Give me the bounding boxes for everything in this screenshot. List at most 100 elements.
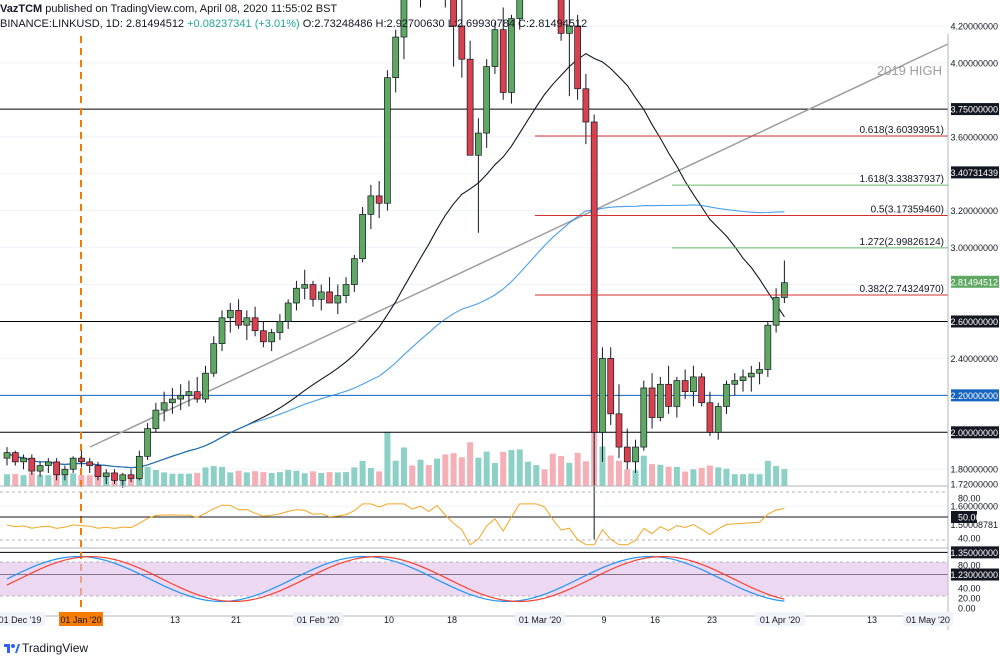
candle-body (640, 387, 648, 448)
volume-bar (450, 453, 457, 486)
candle-body (301, 284, 309, 289)
volume-bar (384, 431, 391, 486)
candle-body (260, 330, 267, 343)
fib-label-3: 1.272(2.99826124) (859, 237, 944, 248)
time-tick-6: 18 (447, 615, 457, 625)
volume-bar (392, 460, 399, 486)
candle-body (111, 472, 118, 481)
volume-bar (376, 471, 383, 486)
time-tick-7: 01 Mar '20 (519, 615, 561, 625)
tradingview-logo-icon (4, 644, 20, 653)
candle-body (235, 310, 242, 326)
rsi-tick-1: 50.00 (958, 513, 981, 523)
volume-bar (409, 465, 416, 486)
trendline (89, 43, 949, 448)
volume-bar (467, 442, 474, 486)
volume-bar (566, 462, 573, 486)
candle-body (698, 376, 706, 404)
time-tick-8: 9 (601, 615, 606, 625)
candle-body (483, 66, 491, 134)
candle-body (284, 302, 292, 322)
candle-body (400, 0, 408, 38)
candle-body (44, 461, 52, 466)
price-tick-12: 2.81494512 (950, 277, 998, 287)
volume-bar (144, 467, 151, 486)
time-axis: 01 Dec '19 01 Jan '20 13 21 01 Feb '20 10 18 01… (0, 612, 953, 626)
candle-body (152, 409, 160, 429)
candle-body (350, 258, 358, 285)
stoch-tick-0: 80.00 (958, 561, 981, 571)
candle-body (20, 457, 27, 463)
price-tick-11: 3.00000000 (950, 243, 998, 253)
candle-body (648, 387, 656, 418)
volume-bar (665, 466, 672, 486)
time-tick-10: 23 (707, 615, 717, 625)
candle-body (251, 317, 259, 332)
candle-body (582, 88, 590, 123)
volume-bar (185, 473, 192, 486)
volume-bar (574, 452, 581, 486)
candle-body (450, 0, 457, 27)
candle-body (193, 391, 201, 400)
stoch-d-line (6, 555, 785, 603)
volume-bar (210, 466, 217, 486)
candle-body (714, 406, 722, 433)
price-tick-15: 2.20000000 (950, 391, 998, 401)
candle-body (392, 36, 400, 79)
price-tick-7: 3.75000000 (950, 105, 998, 115)
volume-bar (161, 472, 168, 486)
volume-bar (301, 473, 308, 486)
candle-body (36, 465, 44, 472)
candle-body (61, 468, 69, 476)
candle-body (384, 77, 391, 204)
candle-body (781, 282, 788, 298)
candle-body (3, 452, 11, 459)
candle-body (317, 291, 325, 300)
price-tick-13: 2.60000000 (950, 317, 998, 327)
price-axis: 5.200000005.000000004.815394094.60000000… (950, 21, 999, 614)
candle-body (28, 457, 36, 472)
volume-bar (525, 461, 532, 486)
price-tick-16: 2.00000000 (950, 428, 998, 438)
volume-bar (425, 465, 432, 486)
price-tick-5: 4.20000000 (950, 21, 998, 31)
candle-body (334, 295, 342, 304)
candle-body (772, 297, 780, 326)
volume-bar (367, 468, 374, 486)
candle-body (309, 284, 317, 300)
candle-body (367, 195, 375, 215)
time-tick-9: 16 (650, 615, 660, 625)
time-tick-2: 13 (170, 615, 180, 625)
candle-body (218, 317, 226, 344)
volume-bar (227, 472, 234, 486)
volume-bar (640, 455, 647, 486)
volume-bar (276, 472, 283, 486)
volume-bar (698, 467, 705, 486)
volume-bar (177, 473, 184, 486)
volume-bar (169, 473, 176, 486)
candle-body (53, 461, 60, 476)
volume-bar (359, 460, 366, 486)
fib-label-1: 1.618(3.33837937) (859, 174, 944, 185)
stoch-tick-1: 40.00 (958, 584, 981, 594)
candle-body (202, 372, 209, 400)
stoch-rsi-panel (0, 555, 948, 603)
candle-body (656, 383, 664, 418)
volume-bar (309, 471, 316, 486)
candle-body (731, 380, 739, 385)
volume-bar (483, 451, 490, 486)
fib-label-0: 0.618(3.60393951) (859, 125, 944, 136)
price-tick-10: 3.20000000 (950, 206, 998, 216)
candle-body (276, 321, 284, 333)
time-tick-11: 01 Apr '20 (760, 615, 800, 625)
candle-body (466, 58, 474, 156)
volume-bar (285, 470, 292, 486)
volume-bar (252, 471, 259, 486)
volume-bar (351, 467, 358, 486)
volume-bar (558, 456, 565, 486)
symbol: BINANCE:LINKUSD, 1D (0, 18, 120, 30)
candle-body (623, 446, 631, 463)
time-tick-3: 21 (231, 615, 241, 625)
volume-bar (657, 464, 664, 486)
